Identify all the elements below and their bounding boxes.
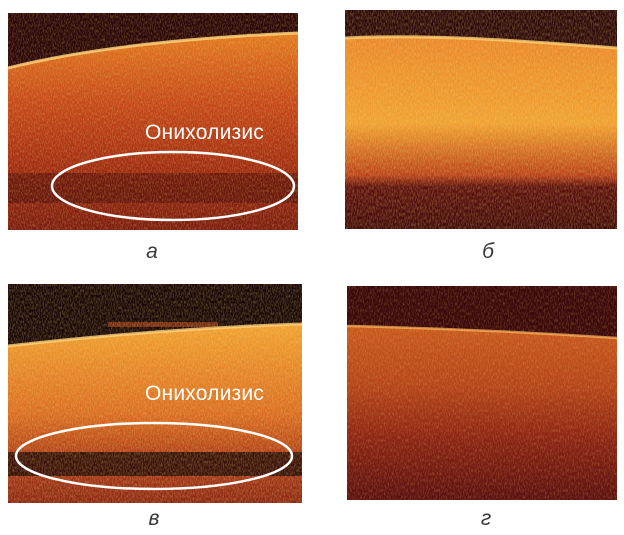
- onycholysis-outline-v: [14, 421, 294, 491]
- caption-a: а: [146, 240, 158, 263]
- annotation-onycholysis-a: Онихолизис: [145, 121, 264, 144]
- onycholysis-outline-a: [50, 150, 296, 222]
- caption-v: в: [148, 507, 160, 530]
- oct-scan-g: [347, 286, 617, 500]
- oct-scan-a: [8, 13, 298, 230]
- oct-image-v: Онихолизис: [8, 284, 302, 503]
- oct-image-g: [347, 286, 617, 500]
- oct-image-b: [345, 10, 617, 229]
- caption-g: г: [480, 507, 492, 530]
- oct-scan-b: [345, 10, 617, 229]
- oct-scan-v: [8, 284, 302, 503]
- annotation-onycholysis-v: Онихолизис: [145, 382, 264, 405]
- caption-b: б: [482, 240, 494, 263]
- oct-image-a: Онихолизис: [8, 13, 298, 230]
